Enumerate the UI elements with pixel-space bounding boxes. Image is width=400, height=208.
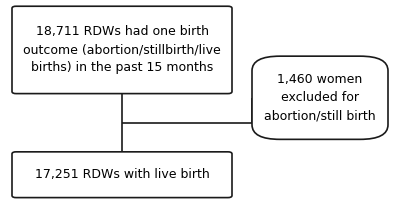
Text: 18,711 RDWs had one birth
outcome (abortion/stillbirth/live
births) in the past : 18,711 RDWs had one birth outcome (abort…: [23, 25, 221, 74]
FancyBboxPatch shape: [252, 56, 388, 139]
FancyBboxPatch shape: [12, 152, 232, 198]
FancyBboxPatch shape: [12, 6, 232, 94]
Text: 1,460 women
excluded for
abortion/still birth: 1,460 women excluded for abortion/still …: [264, 73, 376, 122]
Text: 17,251 RDWs with live birth: 17,251 RDWs with live birth: [35, 168, 209, 181]
